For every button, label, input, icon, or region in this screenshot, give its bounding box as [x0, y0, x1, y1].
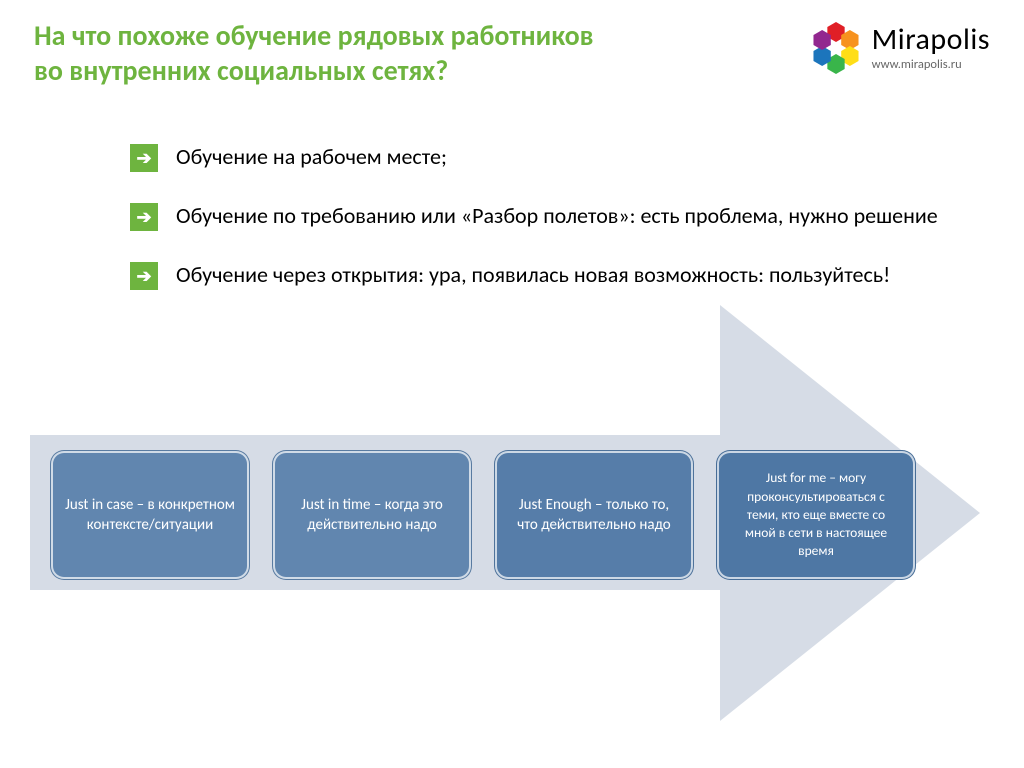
card-just-in-time: Just in time – когда это действительно н…: [272, 450, 472, 580]
logo: Mirapolis www.mirapolis.ru: [808, 20, 990, 76]
bullet-text: Обучение через открытия: ура, появилась …: [176, 260, 890, 291]
bullet-list: ➔ Обучение на рабочем месте; ➔ Обучение …: [130, 142, 954, 290]
logo-icon: [808, 20, 864, 76]
card-just-for-me: Just for me – могу проконсультироваться …: [716, 450, 916, 580]
logo-name: Mirapolis: [872, 25, 990, 55]
bullet-text: Обучение по требованию или «Разбор полет…: [176, 201, 938, 232]
list-item: ➔ Обучение по требованию или «Разбор пол…: [130, 201, 954, 232]
arrow-right-icon: ➔: [130, 203, 158, 231]
arrow-right-icon: ➔: [130, 262, 158, 290]
logo-url: www.mirapolis.ru: [872, 57, 962, 72]
page-title: На что похоже обучение рядовых работнико…: [34, 18, 594, 88]
list-item: ➔ Обучение через открытия: ура, появилас…: [130, 260, 954, 291]
card-just-enough: Just Enough – только то, что действитель…: [494, 450, 694, 580]
bullet-text: Обучение на рабочем месте;: [176, 142, 447, 173]
list-item: ➔ Обучение на рабочем месте;: [130, 142, 954, 173]
arrow-right-icon: ➔: [130, 144, 158, 172]
arrow-diagram: Just in case – в конкретном контексте/си…: [30, 305, 1000, 725]
card-just-in-case: Just in case – в конкретном контексте/си…: [50, 450, 250, 580]
card-row: Just in case – в конкретном контексте/си…: [50, 450, 916, 580]
